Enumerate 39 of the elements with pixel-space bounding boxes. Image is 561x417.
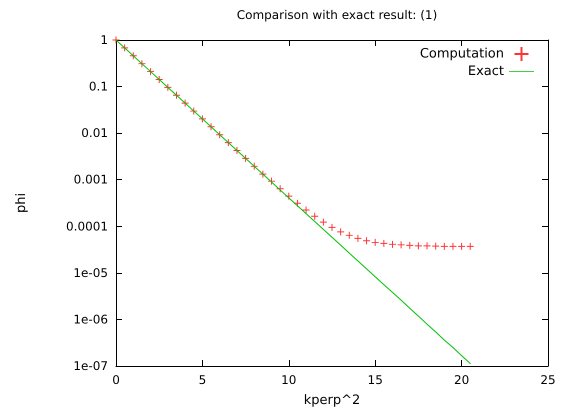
x-tick-label: 20 xyxy=(454,373,470,387)
x-tick-label: 25 xyxy=(540,373,556,387)
legend-label: Exact xyxy=(468,64,504,79)
point xyxy=(363,237,370,244)
point xyxy=(311,212,318,220)
point xyxy=(432,242,440,250)
point xyxy=(380,240,388,247)
y-tick-label: 0.001 xyxy=(74,172,108,187)
point xyxy=(440,242,448,250)
point xyxy=(466,242,474,250)
y-tick-label: 1e-06 xyxy=(73,312,108,326)
chart-title: Comparison with exact result: (1) xyxy=(236,8,438,22)
y-axis-title: phi xyxy=(14,192,29,214)
point xyxy=(398,241,405,248)
point xyxy=(337,228,344,236)
x-axis-title: kperp^2 xyxy=(304,393,360,408)
point xyxy=(449,242,456,250)
point xyxy=(328,224,336,231)
y-tick-label: 0.0001 xyxy=(66,219,108,234)
point xyxy=(406,242,414,249)
point xyxy=(346,232,353,239)
point xyxy=(320,218,327,226)
y-tick-label: 0.01 xyxy=(81,126,108,140)
x-tick-label: 15 xyxy=(368,373,383,387)
y-tick-label: 1 xyxy=(100,33,108,47)
point xyxy=(388,240,396,248)
point xyxy=(372,238,379,246)
x-tick-label: 5 xyxy=(198,373,206,387)
x-tick-label: 0 xyxy=(112,373,120,387)
y-tick-label: 0.1 xyxy=(88,80,108,94)
y-tick-label: 1e-07 xyxy=(73,359,108,373)
point xyxy=(424,242,431,250)
point xyxy=(354,234,362,242)
x-tick-label: 10 xyxy=(281,373,296,387)
y-tick-label: 1e-05 xyxy=(73,266,108,280)
legend-label: Computation xyxy=(420,46,504,62)
point xyxy=(414,242,422,250)
point xyxy=(302,206,310,214)
point xyxy=(458,242,466,250)
